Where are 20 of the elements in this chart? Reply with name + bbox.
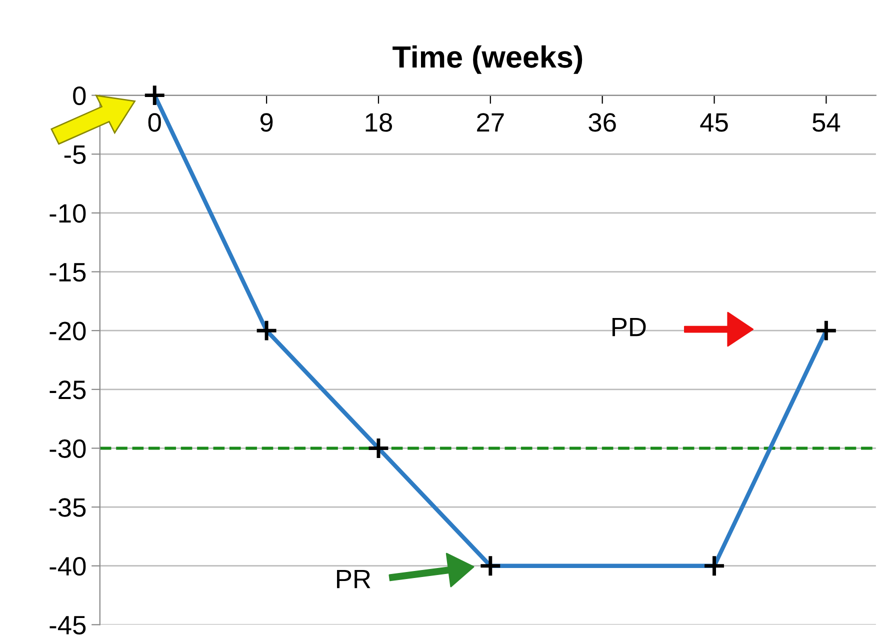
y-tick-label: -5 <box>64 146 86 164</box>
annotation: PD <box>612 318 646 336</box>
x-tick-label: 45 <box>700 113 728 132</box>
y-tick-label: 0 <box>73 86 86 106</box>
chart-title: Time (weeks) <box>392 45 582 74</box>
y-tick-label: -40 <box>50 556 86 576</box>
x-tick-label: 18 <box>366 113 392 132</box>
x-tick-label: 36 <box>588 113 616 132</box>
y-tick-label: -35 <box>50 498 86 517</box>
annotation: PR <box>337 570 370 588</box>
y-tick-label: -15 <box>50 263 86 282</box>
x-tick-label: 27 <box>477 113 504 132</box>
x-tick-label: 0 <box>148 113 161 132</box>
y-tick-label: -10 <box>50 204 86 223</box>
x-tick-label: 9 <box>260 113 273 132</box>
x-tick-label: 54 <box>812 113 840 132</box>
y-tick-label: -45 <box>50 616 86 634</box>
y-tick-label: -20 <box>50 322 86 340</box>
y-tick-label: -30 <box>50 439 86 458</box>
y-tick-label: -25 <box>50 380 86 400</box>
